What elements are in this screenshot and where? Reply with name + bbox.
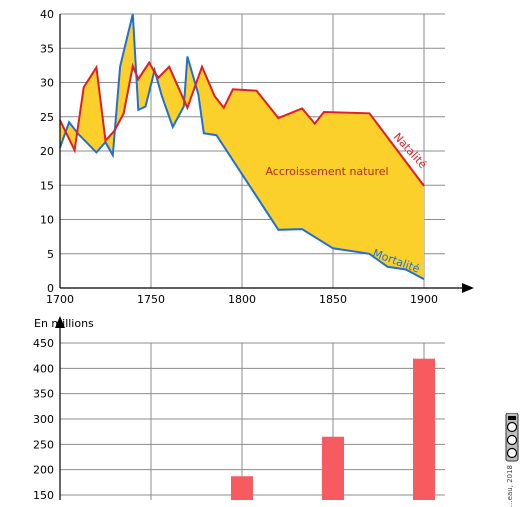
bottom-chart-tick-labels: 150 200 250 300 350 400 450 — [33, 337, 54, 500]
population-bar — [413, 358, 435, 500]
y-tick-label: 400 — [33, 362, 54, 375]
x-tick-label: 1900 — [410, 293, 438, 306]
y-tick-label: 450 — [33, 337, 54, 350]
x-tick-label: 1700 — [46, 293, 74, 306]
x-tick-label: 1850 — [319, 293, 347, 306]
y-tick-label: 25 — [40, 111, 54, 124]
y-tick-label: 40 — [40, 8, 54, 21]
y-tick-label: 30 — [40, 77, 54, 90]
y-tick-label: 0 — [47, 282, 54, 295]
natural-increase-area — [60, 14, 424, 280]
y-tick-label: 200 — [33, 464, 54, 477]
y-tick-label: 300 — [33, 413, 54, 426]
x-tick-label: 1800 — [228, 293, 256, 306]
y-tick-label: 20 — [40, 145, 54, 158]
natural-increase-label: Accroissement naturel — [265, 165, 388, 178]
cc-license-icon — [505, 413, 519, 462]
y-tick-label: 10 — [40, 214, 54, 227]
population-bar — [231, 476, 253, 500]
y-tick-label: 150 — [33, 489, 54, 500]
top-chart-axes — [59, 14, 474, 293]
credit-strip: …eau, 2018 — [505, 413, 519, 507]
top-chart-tick-labels: 0 5 10 15 20 25 30 35 40 1700 1750 1800 1850 1900 — [40, 8, 438, 306]
population-axis-label: En millions — [34, 317, 94, 330]
natality-line — [59, 60, 425, 187]
x-tick-label: 1750 — [137, 293, 165, 306]
population-bar — [322, 436, 344, 500]
y-tick-label: 350 — [33, 388, 54, 401]
y-tick-label: 15 — [40, 179, 54, 192]
credit-text: …eau, 2018 — [506, 465, 514, 507]
y-tick-label: 5 — [47, 248, 54, 261]
y-tick-label: 250 — [33, 438, 54, 451]
population-bars — [231, 358, 435, 500]
y-tick-label: 35 — [40, 42, 54, 55]
